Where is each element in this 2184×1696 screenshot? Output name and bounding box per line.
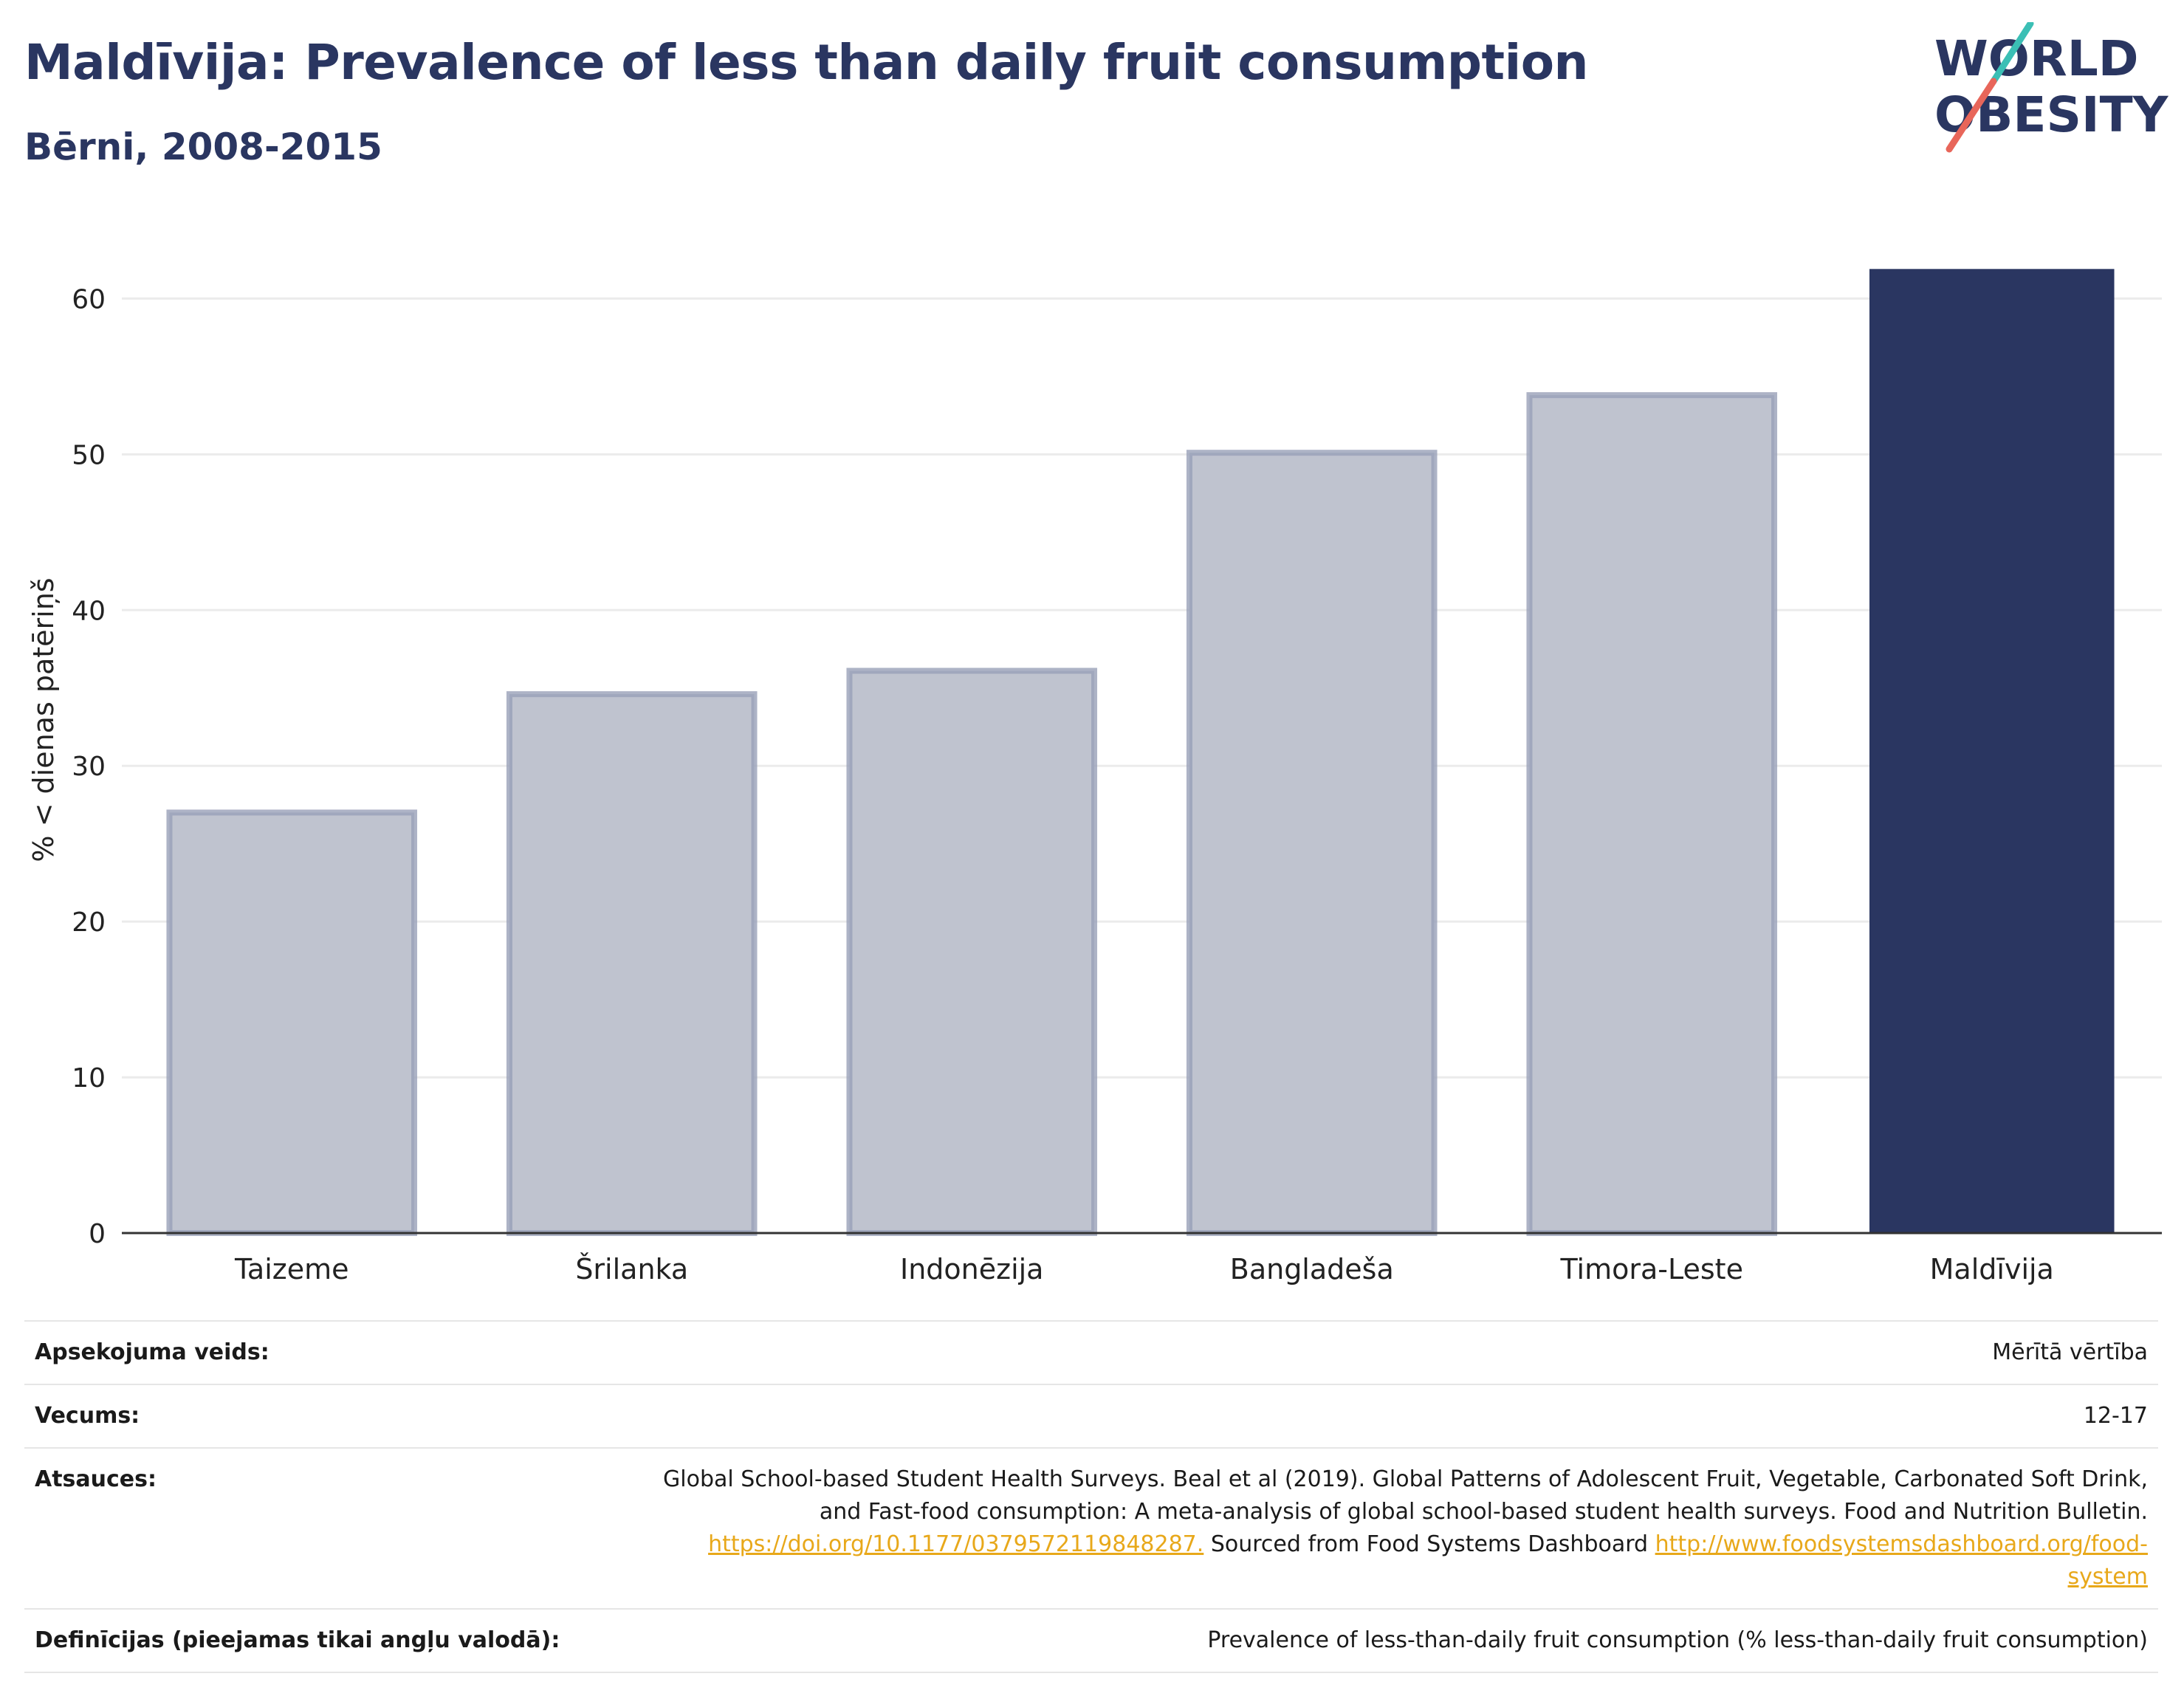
x-tick-label: Šrilanka (575, 1253, 688, 1285)
y-tick-label: 20 (72, 907, 106, 938)
doi-link[interactable]: https://doi.org/10.1177/0379572119848287… (708, 1531, 1204, 1557)
meta-value-references: Global School-based Student Health Surve… (663, 1463, 2148, 1593)
meta-key: Definīcijas (pieejamas tikai angļu valod… (35, 1627, 560, 1653)
bar-5 (1526, 392, 1778, 1236)
x-tick-label: Taizeme (234, 1253, 349, 1285)
meta-row-definitions: Definīcijas (pieejamas tikai angļu valod… (24, 1608, 2158, 1673)
page-subtitle: Bērni, 2008-2015 (24, 126, 382, 168)
y-tick-label: 10 (72, 1063, 106, 1094)
bar-chart: 0 10 20 30 40 50 60 Taizeme Šrilanka Indonēzija B… (27, 269, 2162, 1285)
meta-row-age: Vecums: 12-17 (24, 1384, 2158, 1447)
meta-row-references: Atsauces: Global School-based Student He… (24, 1447, 2158, 1608)
y-tick-label: 40 (72, 596, 106, 626)
food-systems-dashboard-link[interactable]: http://www.foodsystemsdashboard.org/food… (1655, 1531, 2148, 1557)
page-title: Maldīvija: Prevalence of less than daily… (24, 34, 1589, 91)
meta-row-survey-type: Apsekojuma veids: Mērītā vērtība (24, 1320, 2158, 1384)
meta-value: Prevalence of less-than-daily fruit cons… (1207, 1627, 2148, 1653)
logo-red-stroke (1946, 78, 1997, 153)
logo-teal-stroke (1990, 22, 2034, 85)
food-systems-dashboard-link-cont[interactable]: system (2067, 1564, 2148, 1590)
meta-key: Apsekojuma veids: (35, 1339, 269, 1365)
bar-2 (506, 691, 758, 1236)
bar-6 (1869, 269, 2115, 1233)
reference-line-2: and Fast-food consumption: A meta-analys… (819, 1499, 2148, 1525)
bar-1 (166, 809, 418, 1236)
reference-line-1: Global School-based Student Health Surve… (663, 1466, 2148, 1492)
chart-bars (166, 269, 2115, 1236)
meta-value: Mērītā vērtība (1992, 1339, 2148, 1365)
world-obesity-logo: WORLD OBESITY (1934, 22, 2169, 153)
bar-4 (1186, 450, 1438, 1236)
x-axis-labels: Taizeme Šrilanka Indonēzija Bangladeša Timor… (234, 1253, 2054, 1285)
x-tick-label: Timora-Leste (1560, 1253, 1743, 1285)
y-tick-label: 0 (89, 1219, 106, 1249)
x-tick-label: Maldīvija (1930, 1253, 2054, 1285)
y-tick-label: 60 (72, 284, 106, 315)
metadata-table: Apsekojuma veids: Mērītā vērtība Vecums:… (24, 1320, 2158, 1673)
y-axis-ticks: 0 10 20 30 40 50 60 (72, 284, 106, 1249)
y-axis-title: % < dienas patēriņš (27, 577, 60, 862)
chart-grid (122, 297, 2162, 1079)
y-tick-label: 50 (72, 440, 106, 470)
y-tick-label: 30 (72, 752, 106, 782)
x-tick-label: Indonēzija (900, 1253, 1043, 1285)
meta-value: 12-17 (2083, 1403, 2148, 1429)
meta-key: Vecums: (35, 1403, 140, 1429)
logo-line1: WORLD (1934, 30, 2139, 87)
reference-mid-text: Sourced from Food Systems Dashboard (1203, 1531, 1655, 1557)
x-tick-label: Bangladeša (1230, 1253, 1394, 1285)
meta-key: Atsauces: (35, 1466, 157, 1492)
bar-3 (846, 667, 1098, 1236)
